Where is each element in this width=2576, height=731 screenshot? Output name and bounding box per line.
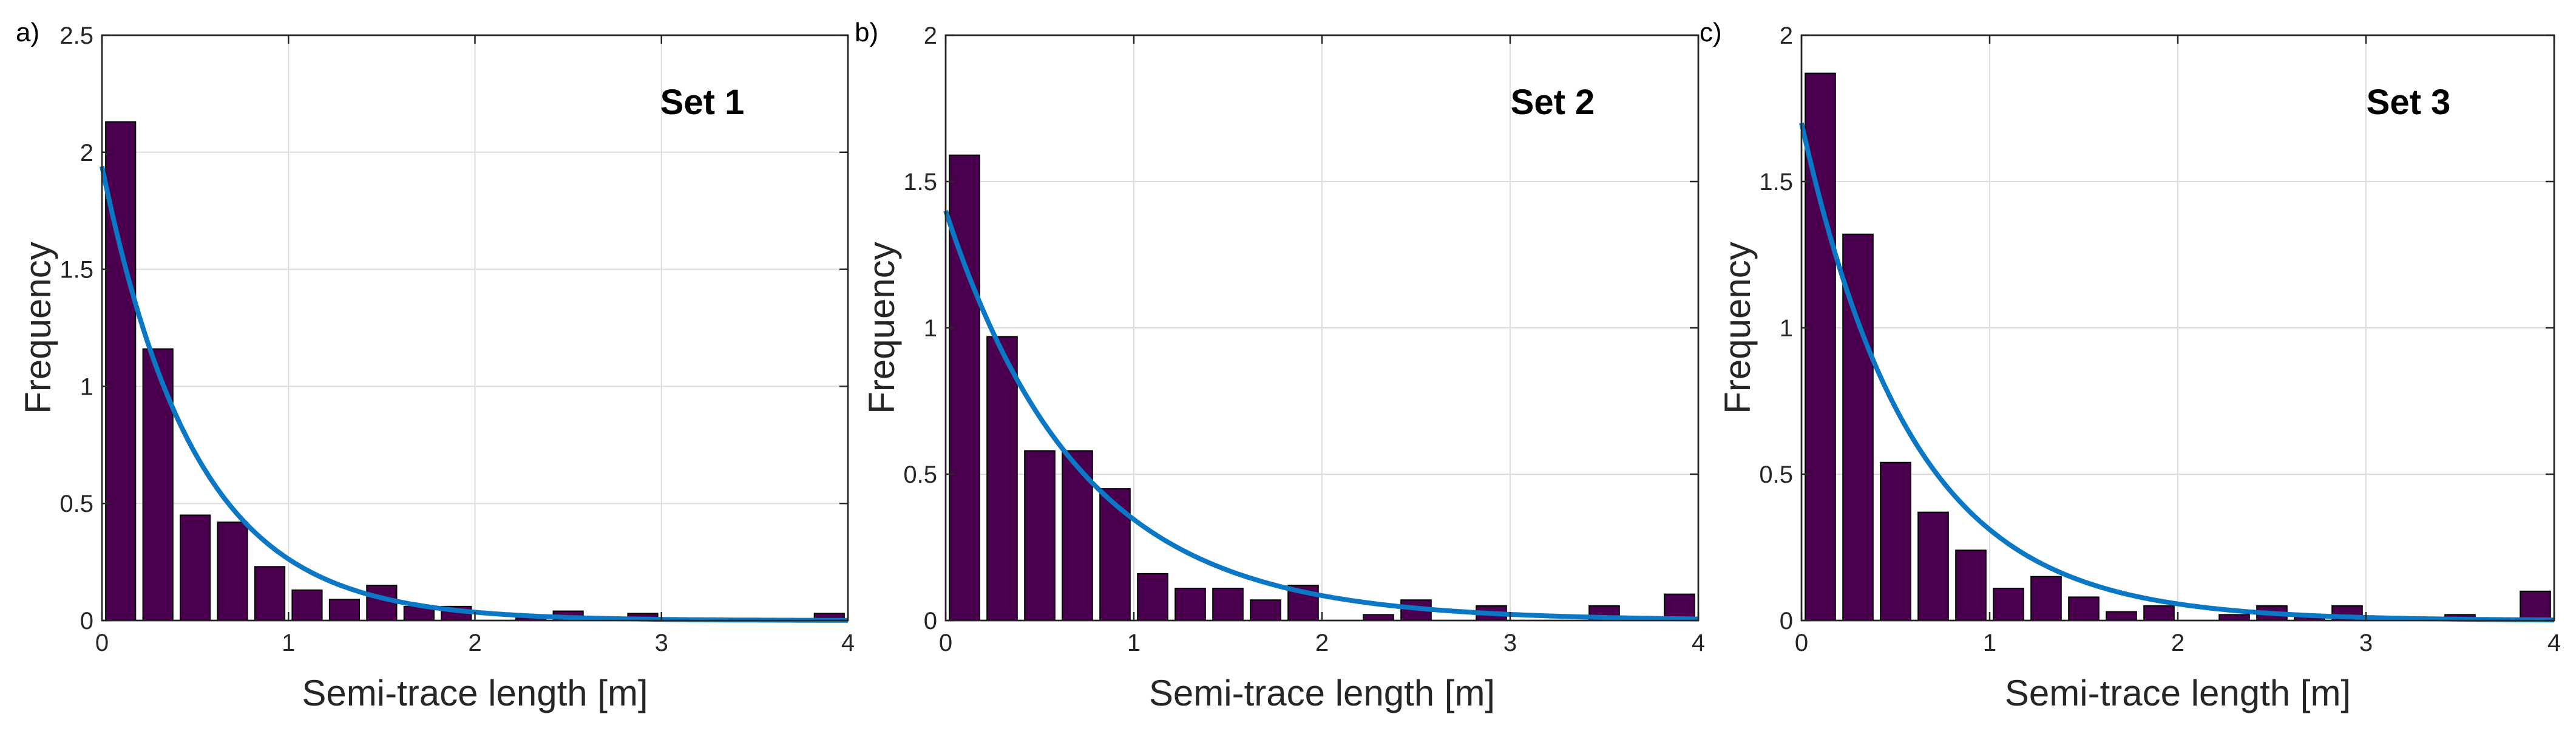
x-tick-label: 1 [1127, 630, 1141, 656]
y-tick-label: 1.5 [59, 257, 93, 284]
x-tick-label: 0 [95, 630, 109, 656]
x-tick-label: 0 [1795, 630, 1808, 656]
y-tick-label: 0 [1780, 608, 1793, 634]
x-tick-label: 3 [655, 630, 668, 656]
histogram-bar [2030, 576, 2062, 622]
histogram-bar [1174, 587, 1206, 621]
fit-curve-line [943, 209, 1699, 622]
fit-curve-line [1799, 122, 2554, 623]
panel-letter: b) [855, 18, 878, 47]
y-axis-label: Frequency [1717, 242, 1758, 413]
x-axis-label: Semi-trace length [m] [1149, 673, 1495, 713]
histogram-bar [1363, 614, 1394, 621]
histogram-bar [2068, 596, 2100, 622]
y-tick-label: 1.5 [1759, 169, 1793, 195]
y-tick-label: 2 [924, 22, 937, 49]
histogram-bar [2218, 614, 2250, 621]
x-tick-label: 3 [2359, 630, 2373, 656]
x-tick-label: 4 [1692, 630, 1705, 656]
histogram-bar [1993, 587, 2024, 621]
y-tick-label: 2 [1780, 22, 1793, 49]
x-tick-label: 0 [939, 630, 952, 656]
histogram-bar [949, 154, 980, 621]
histogram-bar [254, 566, 286, 622]
x-tick-label: 2 [2171, 630, 2185, 656]
y-tick-label: 2 [80, 140, 93, 166]
y-axis-label: Frequency [18, 242, 58, 413]
x-tick-label: 4 [841, 630, 855, 656]
x-axis-label: Semi-trace length [m] [2005, 673, 2351, 713]
panel-letter: a) [16, 18, 39, 47]
y-tick-label: 0 [924, 608, 937, 634]
histogram-bar [986, 336, 1018, 622]
x-tick-label: 2 [468, 630, 481, 656]
histogram-bar [2143, 605, 2175, 622]
histogram-bar [366, 585, 398, 621]
chart-panel-c: 0 1 2 3 4 0 0.5 1 1.5 2 Semi-trace length [m] Frequ… [1700, 18, 2561, 713]
histogram-bar [1250, 599, 1281, 622]
y-tick-label: 0 [80, 608, 93, 634]
histogram-bar [217, 522, 248, 621]
chart-panel-a: 0 1 2 3 4 0 0.5 1 1.5 2 2.5 Semi-trace length [m] Fr… [16, 18, 855, 713]
histogram-bar [180, 514, 211, 621]
panel-letter: c) [1700, 18, 1722, 47]
y-tick-label: 2.5 [59, 22, 93, 49]
x-tick-label: 2 [1315, 630, 1329, 656]
y-axis-label: Frequency [861, 242, 902, 413]
panel-title: Set 3 [2367, 83, 2451, 122]
y-tick-label: 1.5 [903, 169, 937, 195]
panel-title: Set 1 [660, 83, 745, 122]
histogram-bar [1137, 573, 1168, 622]
histogram-bar [142, 348, 174, 621]
x-tick-label: 1 [1983, 630, 1996, 656]
histogram-bar [1880, 461, 1911, 621]
histogram-bar [291, 589, 323, 622]
histogram-bar [1917, 511, 1949, 621]
x-tick-label: 4 [2547, 630, 2561, 656]
x-tick-label: 1 [282, 630, 295, 656]
y-tick-label: 1 [80, 373, 93, 400]
histogram-bar [328, 599, 361, 622]
y-tick-label: 0.5 [903, 461, 937, 488]
histogram-bar [2106, 611, 2137, 621]
y-tick-label: 1 [1780, 315, 1793, 342]
x-tick-label: 3 [1503, 630, 1517, 656]
histogram-bar [1955, 549, 1987, 622]
histogram-bar [1099, 488, 1131, 621]
y-tick-label: 0.5 [1759, 461, 1793, 488]
histogram-bar [1024, 450, 1056, 621]
y-tick-label: 0.5 [59, 491, 93, 517]
histogram-bar [2520, 590, 2551, 621]
chart-panel-b: 0 1 2 3 4 0 0.5 1 1.5 2 Semi-trace length [m] Frequ… [855, 18, 1705, 713]
x-axis-label: Semi-trace length [m] [302, 673, 648, 713]
histogram-bar [1212, 587, 1244, 621]
y-tick-label: 1 [924, 315, 937, 342]
panel-title: Set 2 [1511, 83, 1595, 122]
